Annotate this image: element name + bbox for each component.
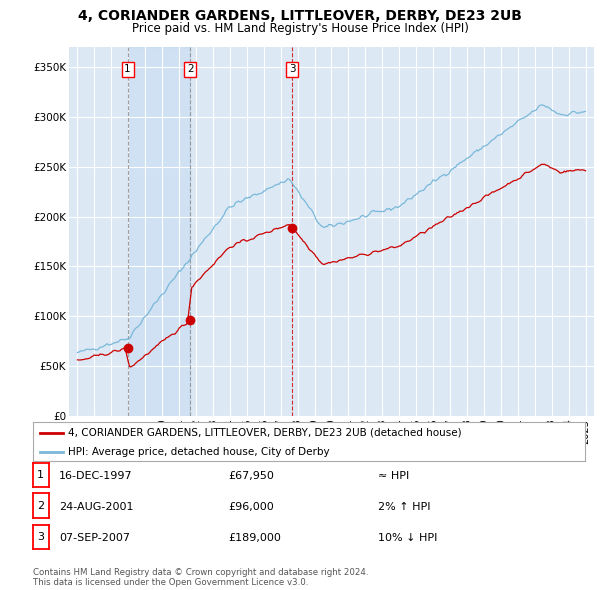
Text: Contains HM Land Registry data © Crown copyright and database right 2024.
This d: Contains HM Land Registry data © Crown c…: [33, 568, 368, 587]
Text: 24-AUG-2001: 24-AUG-2001: [59, 502, 133, 512]
Text: HPI: Average price, detached house, City of Derby: HPI: Average price, detached house, City…: [68, 447, 329, 457]
Bar: [128, 47, 190, 416]
Text: 2: 2: [37, 501, 44, 510]
Text: 4, CORIANDER GARDENS, LITTLEOVER, DERBY, DE23 2UB (detached house): 4, CORIANDER GARDENS, LITTLEOVER, DERBY,…: [68, 428, 461, 438]
Text: 07-SEP-2007: 07-SEP-2007: [59, 533, 130, 543]
Text: £67,950: £67,950: [228, 471, 274, 481]
Text: £189,000: £189,000: [228, 533, 281, 543]
Text: 3: 3: [37, 532, 44, 542]
Text: ≈ HPI: ≈ HPI: [378, 471, 409, 481]
Text: 4, CORIANDER GARDENS, LITTLEOVER, DERBY, DE23 2UB: 4, CORIANDER GARDENS, LITTLEOVER, DERBY,…: [78, 9, 522, 23]
Text: 16-DEC-1997: 16-DEC-1997: [59, 471, 133, 481]
Text: 10% ↓ HPI: 10% ↓ HPI: [378, 533, 437, 543]
Text: 1: 1: [37, 470, 44, 480]
Text: Price paid vs. HM Land Registry's House Price Index (HPI): Price paid vs. HM Land Registry's House …: [131, 22, 469, 35]
Text: 1: 1: [124, 64, 131, 74]
Text: 3: 3: [289, 64, 296, 74]
Text: 2: 2: [187, 64, 193, 74]
Text: 2% ↑ HPI: 2% ↑ HPI: [378, 502, 431, 512]
Text: £96,000: £96,000: [228, 502, 274, 512]
